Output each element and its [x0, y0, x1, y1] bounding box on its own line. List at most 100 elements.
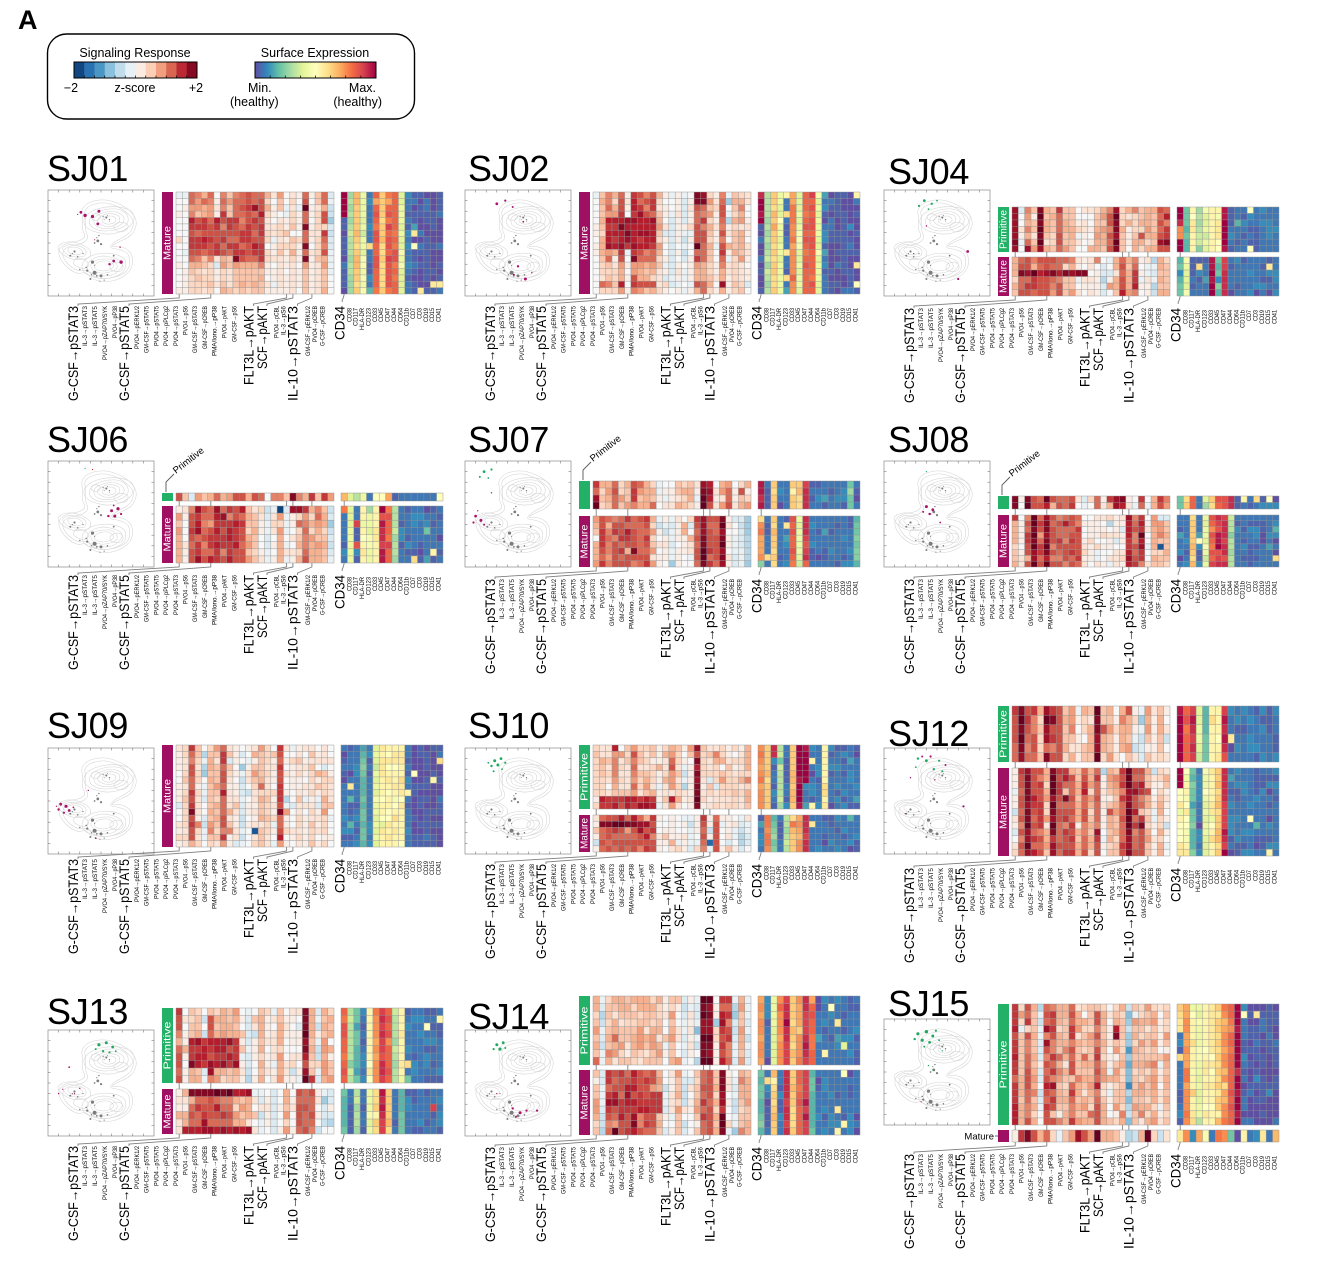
svg-text:SCF→pAKT: SCF→pAKT: [672, 1147, 687, 1210]
svg-text:CD11b: CD11b: [404, 307, 411, 326]
svg-text:CD34: CD34: [333, 859, 348, 893]
svg-text:G-CSF→pSTAT3: G-CSF→pSTAT3: [66, 575, 81, 670]
svg-text:IL-10→pSTAT3: IL-10→pSTAT3: [703, 864, 718, 959]
svg-text:PVO4→pSTAT3: PVO4→pSTAT3: [173, 859, 180, 899]
svg-text:PVO4→pCREB: PVO4→pCREB: [729, 306, 736, 342]
svg-text:CD38: CD38: [763, 308, 770, 322]
svg-text:CD11b: CD11b: [821, 865, 828, 884]
svg-text:CD45: CD45: [378, 308, 385, 322]
svg-text:CD47: CD47: [385, 1148, 392, 1162]
svg-text:CD41: CD41: [853, 1149, 860, 1163]
svg-text:SJ06: SJ06: [47, 419, 128, 460]
svg-text:CD44: CD44: [1227, 310, 1234, 324]
svg-text:PVO4→pZAP70/SYK: PVO4→pZAP70/SYK: [102, 574, 109, 629]
svg-text:PVO4→pAKT: PVO4→pAKT: [222, 1146, 229, 1178]
svg-text:GM-CSF→pS6: GM-CSF→pS6: [231, 859, 238, 895]
svg-text:CD123: CD123: [366, 576, 373, 595]
svg-text:CD38: CD38: [346, 1148, 353, 1162]
svg-text:CD33: CD33: [372, 577, 379, 591]
svg-text:CD64: CD64: [397, 577, 404, 591]
svg-text:CD11b: CD11b: [821, 1148, 828, 1167]
svg-text:CD45: CD45: [378, 861, 385, 875]
svg-text:PVO4→pERK1/2: PVO4→pERK1/2: [551, 579, 558, 622]
svg-text:CD45: CD45: [1214, 310, 1221, 324]
svg-text:CD41: CD41: [1272, 870, 1279, 884]
svg-text:CD45: CD45: [378, 577, 385, 591]
svg-text:PVO4→pP38: PVO4→pP38: [529, 1147, 536, 1179]
svg-text:GM-CSF→pS6: GM-CSF→pS6: [1067, 868, 1074, 904]
svg-text:G-CSF→pSTAT3: G-CSF→pSTAT3: [66, 1146, 81, 1241]
svg-text:PVO4→pP38: PVO4→pP38: [529, 579, 536, 611]
svg-text:CD45: CD45: [795, 581, 802, 595]
svg-text:HLA-DR: HLA-DR: [776, 1149, 783, 1171]
svg-text:CD64: CD64: [397, 308, 404, 322]
svg-text:CD41: CD41: [853, 308, 860, 322]
svg-text:PVO4→pAKT: PVO4→pAKT: [639, 306, 646, 338]
svg-text:PVO4→pPLCg2: PVO4→pPLCg2: [163, 859, 170, 899]
svg-text:IL-3→pS6: IL-3→pS6: [281, 1145, 288, 1175]
svg-text:CD19: CD19: [840, 308, 847, 322]
svg-text:G-CSF→pSTAT5: G-CSF→pSTAT5: [117, 1146, 132, 1241]
svg-text:G-CSF→pCREB: G-CSF→pCREB: [1156, 1154, 1163, 1194]
svg-text:GM-CSF→pSTAT3: GM-CSF→pSTAT3: [1028, 868, 1035, 915]
svg-text:PVO4→pAKT: PVO4→pAKT: [639, 864, 646, 896]
svg-text:GM-CSF→pSTAT5: GM-CSF→pSTAT5: [561, 306, 568, 353]
svg-text:CD123: CD123: [1202, 309, 1209, 328]
svg-text:PVO4→pERK1/2: PVO4→pERK1/2: [551, 306, 558, 349]
svg-text:CD7: CD7: [827, 581, 834, 592]
svg-text:CD33: CD33: [789, 1149, 796, 1163]
svg-text:CD34: CD34: [333, 306, 348, 340]
svg-text:PVO4→pS6: PVO4→pS6: [1019, 868, 1026, 897]
svg-text:GM-CSF→pSTAT3: GM-CSF→pSTAT3: [1028, 579, 1035, 626]
svg-text:CD47: CD47: [385, 577, 392, 591]
svg-text:IL-3→pSTAT5: IL-3→pSTAT5: [92, 574, 99, 615]
svg-text:CD117: CD117: [1189, 309, 1196, 328]
svg-text:CD15: CD15: [1265, 310, 1272, 324]
svg-text:CD15: CD15: [1265, 1156, 1272, 1170]
svg-text:+2: +2: [189, 81, 203, 95]
svg-text:IL-3→pSTAT3: IL-3→pSTAT3: [499, 863, 506, 904]
svg-text:CD117: CD117: [770, 1148, 777, 1167]
svg-text:GM-CSF→pCREB: GM-CSF→pCREB: [1038, 1154, 1045, 1197]
svg-text:PVO4→pCREB: PVO4→pCREB: [312, 1146, 319, 1182]
svg-text:GM-CSF→pSTAT5: GM-CSF→pSTAT5: [144, 859, 151, 906]
svg-text:PVO4→pAKT: PVO4→pAKT: [1058, 868, 1065, 900]
svg-text:GM-CSF→pS6: GM-CSF→pS6: [1067, 308, 1074, 344]
svg-text:GM-CSF→pSTAT5: GM-CSF→pSTAT5: [980, 868, 987, 915]
svg-text:CD41: CD41: [436, 1148, 443, 1162]
svg-text:PVO4→pP38: PVO4→pP38: [948, 579, 955, 611]
svg-text:G-CSF→pSTAT5: G-CSF→pSTAT5: [534, 579, 549, 674]
svg-text:IL-10→pSTAT3: IL-10→pSTAT3: [1122, 579, 1137, 674]
svg-text:PVO4→pERK1/2: PVO4→pERK1/2: [970, 868, 977, 911]
svg-text:HLA-DR: HLA-DR: [1195, 1156, 1202, 1178]
svg-text:CD38: CD38: [763, 866, 770, 880]
svg-text:CD123: CD123: [1202, 580, 1209, 599]
svg-text:PVO4→pPLCg2: PVO4→pPLCg2: [580, 864, 587, 904]
svg-text:GM-CSF→pERK1/2: GM-CSF→pERK1/2: [722, 1146, 729, 1197]
svg-text:PVO4→pPLCg2: PVO4→pPLCg2: [163, 306, 170, 346]
svg-text:PVO4→pPLCg2: PVO4→pPLCg2: [580, 306, 587, 346]
svg-text:CD11b: CD11b: [404, 1147, 411, 1166]
svg-text:G-CSF→pSTAT5: G-CSF→pSTAT5: [953, 868, 968, 963]
svg-text:CD3: CD3: [1253, 310, 1260, 321]
svg-text:Min.: Min.: [248, 81, 272, 95]
svg-text:CD41: CD41: [436, 861, 443, 875]
svg-text:IL-3→pSTAT5: IL-3→pSTAT5: [92, 1145, 99, 1186]
svg-text:PVO4→pPLCg2: PVO4→pPLCg2: [163, 575, 170, 615]
svg-text:GM-CSF→pSTAT3: GM-CSF→pSTAT3: [1028, 1154, 1035, 1201]
svg-text:GM-CSF→pS6: GM-CSF→pS6: [1067, 579, 1074, 615]
svg-text:CD19: CD19: [840, 866, 847, 880]
svg-text:PVO4→pCBL: PVO4→pCBL: [691, 1147, 698, 1179]
svg-text:GM-CSF→pSTAT5: GM-CSF→pSTAT5: [980, 308, 987, 355]
svg-text:Mature: Mature: [964, 1132, 994, 1143]
svg-text:PVO4→pAKT: PVO4→pAKT: [222, 306, 229, 338]
svg-text:SJ10: SJ10: [468, 705, 549, 746]
svg-text:CD41: CD41: [436, 308, 443, 322]
svg-text:GM-CSF→pSTAT3: GM-CSF→pSTAT3: [192, 575, 199, 622]
svg-text:G-CSF→pSTAT5: G-CSF→pSTAT5: [534, 864, 549, 959]
svg-text:PVO4→pZAP70/SYK: PVO4→pZAP70/SYK: [938, 1153, 945, 1208]
svg-text:GM-CSF→pCREB: GM-CSF→pCREB: [1038, 868, 1045, 911]
svg-text:GM-CSF→pERK1/2: GM-CSF→pERK1/2: [305, 858, 312, 909]
svg-text:CD33: CD33: [789, 308, 796, 322]
svg-text:CD15: CD15: [1265, 870, 1272, 884]
